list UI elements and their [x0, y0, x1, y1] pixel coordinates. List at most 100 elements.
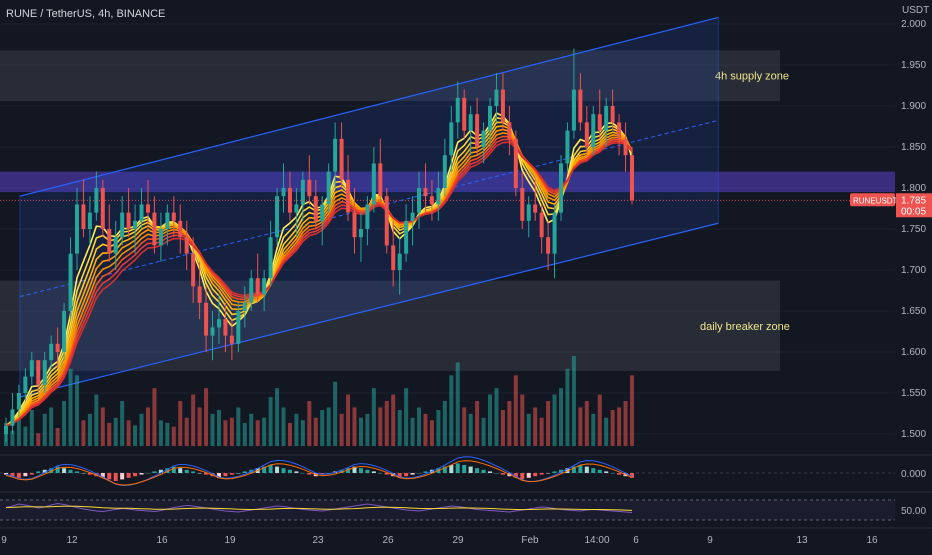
macd-hist-bar: [468, 466, 473, 473]
candle-body: [333, 138, 338, 172]
volume-bar: [520, 394, 525, 446]
candle-body: [339, 138, 344, 180]
macd-hist-bar: [539, 473, 544, 475]
candle-body: [197, 286, 202, 303]
macd-hist-bar: [242, 471, 247, 473]
volume-bar: [294, 413, 299, 446]
macd-hist-bar: [526, 473, 531, 478]
candle-body: [10, 409, 15, 426]
candle-body: [281, 188, 286, 197]
candle-body: [74, 204, 79, 254]
macd-hist-bar: [410, 473, 415, 475]
macd-hist-bar: [326, 473, 331, 474]
macd-hist-bar: [352, 466, 357, 473]
candle-body: [513, 138, 518, 188]
time-tick-label: Feb: [521, 535, 539, 546]
price-tick-label: 1.800: [901, 183, 926, 194]
price-tick-label: 1.950: [901, 60, 926, 71]
price-tick-label: 1.500: [901, 429, 926, 440]
candle-body: [165, 212, 170, 229]
candle-body: [571, 89, 576, 131]
candle-body: [3, 425, 9, 434]
candle-body: [552, 212, 557, 254]
candle-body: [475, 114, 480, 147]
candle-body: [236, 311, 241, 344]
volume-bar: [539, 417, 544, 446]
candle-body: [604, 106, 609, 131]
candle-body: [417, 188, 422, 213]
macd-hist-bar: [87, 473, 92, 475]
volume-bar: [300, 420, 305, 446]
candle-body: [133, 220, 138, 229]
candle-body: [171, 212, 176, 221]
volume-bar: [468, 413, 473, 446]
candle-body: [365, 204, 370, 229]
macd-hist-bar: [462, 465, 467, 473]
price-tick-label: 1.850: [901, 142, 926, 153]
macd-hist-bar: [23, 473, 28, 477]
candle-body: [268, 237, 273, 279]
volume-bar: [526, 413, 531, 446]
candle-body: [352, 212, 357, 238]
last-price-box: [896, 193, 932, 218]
price-axis[interactable]: 2.000 1.950 1.900 1.850 1.800 1.750 1.700 1.650…: [901, 19, 926, 440]
volume-bar: [62, 401, 67, 446]
macd-hist-bar: [55, 466, 60, 473]
candle-body: [597, 114, 602, 131]
volume-bar: [113, 417, 118, 446]
candle-body: [449, 122, 454, 156]
channel-lower-line: [19, 222, 719, 398]
volume-bar: [423, 413, 428, 446]
candle-body: [539, 212, 544, 238]
volume-bar: [23, 426, 28, 446]
rsi-ma-line: [5, 505, 633, 511]
volume-bar: [29, 410, 34, 446]
macd-hist-bar: [171, 466, 176, 473]
candle-body: [326, 171, 331, 205]
volume-bar: [320, 410, 325, 446]
volume-bar: [591, 413, 596, 446]
volume-bar: [384, 401, 389, 446]
candle-body: [262, 278, 267, 295]
macd-hist-bar: [397, 473, 402, 478]
volume-bar: [617, 407, 622, 446]
macd-hist-bar: [559, 469, 564, 473]
macd-hist-bar: [74, 471, 79, 473]
time-axis[interactable]: 9 12 16 19 23 26 29 Feb 14:00 9 13 16 6: [1, 535, 878, 546]
volume-bar: [145, 407, 150, 446]
macd-hist-bar: [42, 469, 47, 473]
volume-bar: [584, 401, 589, 446]
macd-hist-bar: [488, 471, 493, 473]
volume-bar: [178, 401, 183, 446]
volume-bar: [313, 417, 318, 446]
volume-bar: [126, 420, 131, 446]
volume-bar: [494, 388, 499, 446]
volume-bar: [475, 401, 480, 446]
macd-hist-bar: [223, 473, 228, 477]
candle-body: [113, 237, 118, 254]
zone-label-0: 4h supply zone: [715, 71, 789, 83]
candle-body: [526, 204, 531, 221]
volume-bar: [629, 375, 635, 446]
volume-bar: [204, 388, 209, 446]
candle-body: [107, 229, 112, 254]
candle-body: [404, 220, 409, 254]
volume-bar: [133, 425, 138, 446]
candle-body: [623, 138, 628, 156]
candle-body: [287, 188, 292, 213]
candle-body: [23, 376, 28, 393]
macd-hist-bar: [133, 473, 138, 477]
volume-bar: [333, 381, 338, 446]
candle-body: [320, 204, 325, 221]
volume-bar: [107, 422, 112, 446]
macd-hist-bar: [610, 473, 615, 474]
macd-hist-bar: [191, 471, 196, 473]
volume-bar: [152, 388, 157, 446]
macd-hist-bar: [10, 473, 15, 477]
macd-hist-bar: [178, 468, 183, 473]
volume-bar: [352, 407, 357, 446]
symbol-title[interactable]: RUNE / TetherUS, 4h, BINANCE: [6, 8, 166, 20]
candle-body: [384, 196, 389, 246]
